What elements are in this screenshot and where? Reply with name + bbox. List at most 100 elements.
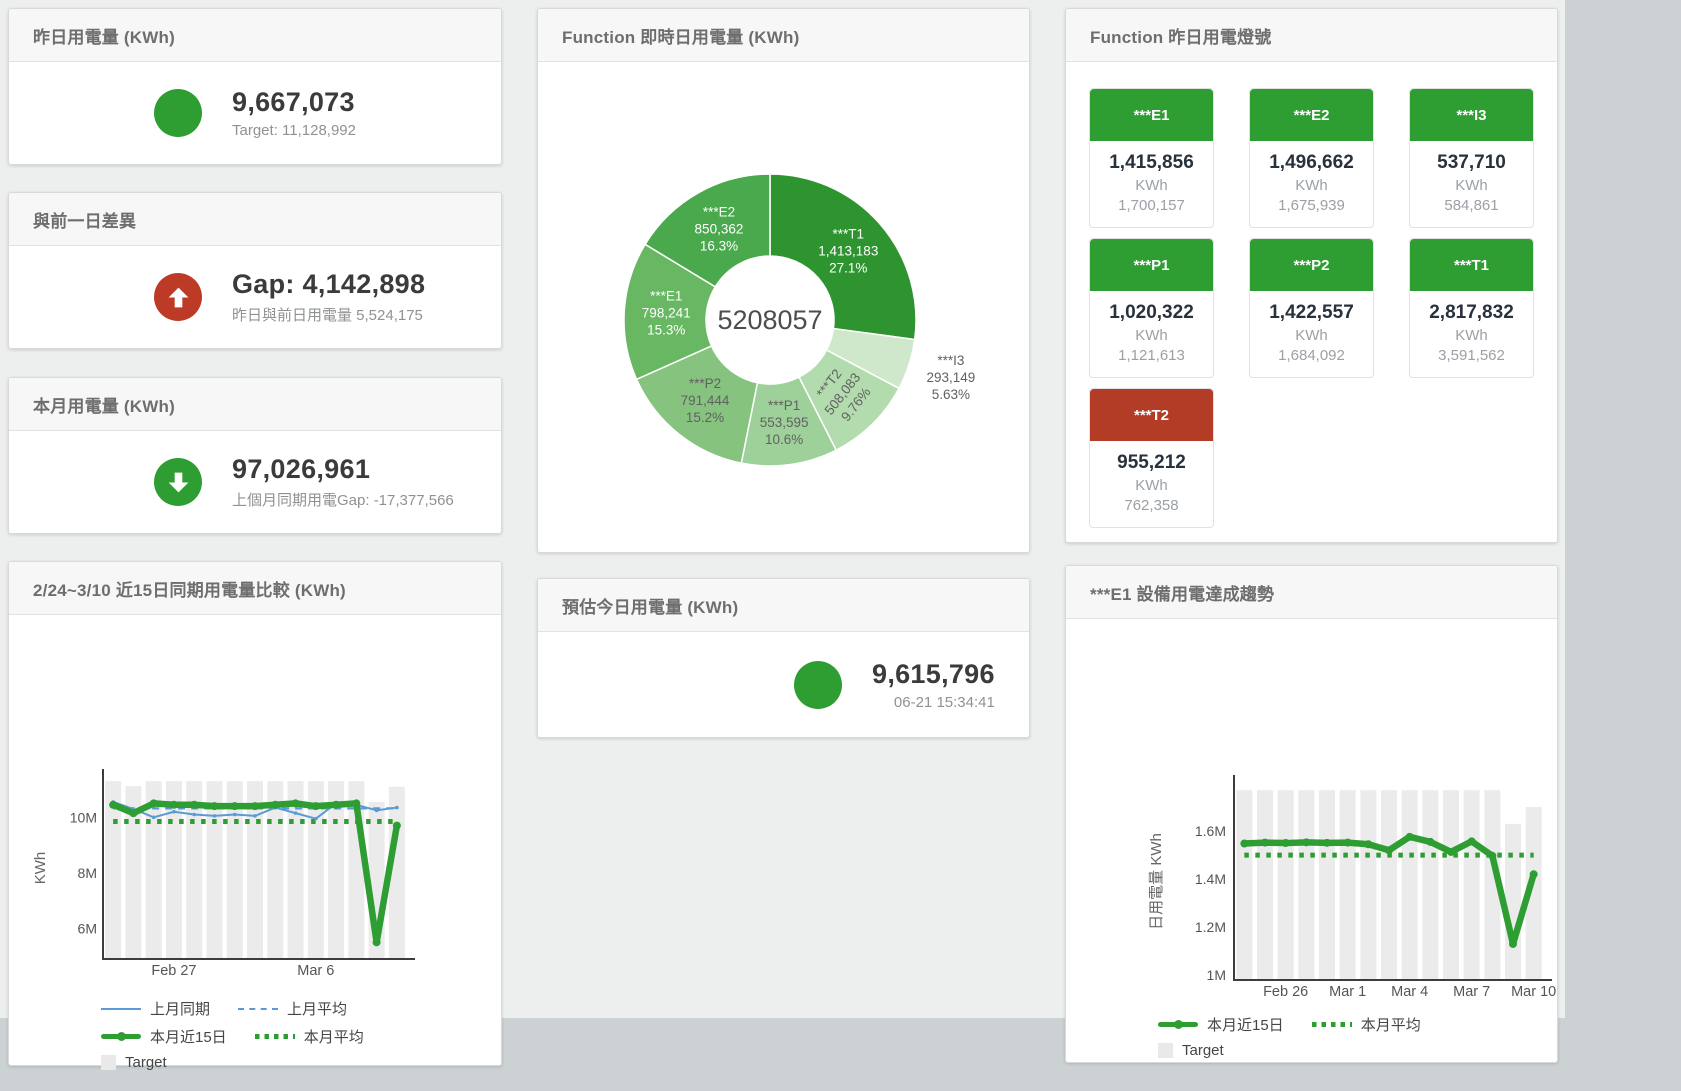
y-axis-title: 日用電量 KWh xyxy=(1148,833,1165,930)
light-tile-name: ***T2 xyxy=(1090,389,1213,441)
target-bar xyxy=(145,781,162,959)
light-tile-name: ***P2 xyxy=(1250,239,1373,291)
light-tile-unit: KWh xyxy=(1135,327,1168,344)
target-bar xyxy=(1463,790,1480,980)
series-point xyxy=(1447,847,1455,856)
legend-label: 本月平均 xyxy=(303,1029,364,1046)
light-tile-body: 1,422,557 KWh 1,684,092 xyxy=(1250,291,1373,377)
panel-estimate-today-title: 預估今日用電量 (KWh) xyxy=(538,579,1029,632)
target-bar xyxy=(105,781,122,959)
donut-slice-label: ***E1 798,241 15.3% xyxy=(642,288,691,337)
donut-slice-label: ***P2 791,444 15.2% xyxy=(681,376,730,425)
target-bar xyxy=(186,781,203,959)
light-tile-prev-value: 762,358 xyxy=(1124,497,1179,514)
legend-swatch-line-icon xyxy=(101,1007,141,1010)
series-point xyxy=(210,802,219,811)
series-point xyxy=(1323,838,1331,847)
legend-item-dashed[interactable]: 上月平均 xyxy=(238,998,347,1019)
light-tile-body: 537,710 KWh 584,861 xyxy=(1410,141,1533,227)
legend-item-line[interactable]: 上月同期 xyxy=(101,998,210,1019)
legend-label: Target xyxy=(125,1054,167,1071)
legend-swatch-dotted-icon xyxy=(254,1034,295,1039)
series-point xyxy=(314,816,318,821)
light-tile-unit: KWh xyxy=(1295,177,1328,194)
series-point xyxy=(293,811,298,815)
legend-swatch-thick-icon xyxy=(1158,1020,1198,1029)
panel-realtime-donut: Function 即時日用電量 (KWh) ***T1 1,413,183 27.1… xyxy=(537,8,1030,553)
legend-item-thick[interactable]: 本月近15日 xyxy=(101,1026,227,1047)
legend-item-square[interactable]: Target xyxy=(1158,1042,1224,1059)
series-point xyxy=(1488,851,1497,860)
light-tile-prev-value: 1,675,939 xyxy=(1278,197,1345,214)
target-bar xyxy=(226,781,243,959)
legend-label: Target xyxy=(1182,1042,1224,1059)
light-tile-E1: ***E1 1,415,856 KWh 1,700,157 xyxy=(1089,88,1214,228)
month-usage-value: 97,026,961 xyxy=(232,454,371,484)
series-point xyxy=(232,812,237,817)
donut-slice-label: ***T1 1,413,183 27.1% xyxy=(818,227,878,276)
light-tile-name: ***T1 xyxy=(1410,239,1533,291)
legend-item-dotted[interactable]: 本月平均 xyxy=(254,1026,364,1047)
light-tile-P2: ***P2 1,422,557 KWh 1,684,092 xyxy=(1249,238,1374,378)
legend-swatch-square-icon xyxy=(101,1055,116,1070)
x-tick-label: Mar 4 xyxy=(1391,984,1428,999)
legend-swatch-thick-icon xyxy=(101,1032,141,1041)
target-bar xyxy=(1525,807,1542,980)
donut-slice-E2[interactable] xyxy=(644,173,771,288)
panel-compare-chart-title: 2/24~3/10 近15日同期用電量比較 (KWh) xyxy=(9,562,501,615)
y-tick-label: 1M xyxy=(1207,967,1226,983)
light-tile-unit: KWh xyxy=(1295,327,1328,344)
light-tile-value: 1,496,662 xyxy=(1269,152,1354,173)
series-point xyxy=(1385,846,1393,855)
series-point xyxy=(392,821,401,830)
status-circle-red-icon xyxy=(154,273,202,321)
light-tile-unit: KWh xyxy=(1135,177,1168,194)
legend-swatch-square-icon xyxy=(1158,1043,1173,1058)
target-bar xyxy=(165,781,182,959)
series-point xyxy=(1467,837,1476,846)
day-gap-value: Gap: 4,142,898 xyxy=(232,269,426,299)
series-point xyxy=(251,802,259,811)
series-point xyxy=(212,814,217,818)
y-tick-label: 1.2M xyxy=(1195,919,1226,935)
light-tile-prev-value: 584,861 xyxy=(1444,197,1499,214)
donut-center-total: 5208057 xyxy=(717,305,822,335)
light-tile-body: 1,020,322 KWh 1,121,613 xyxy=(1090,291,1213,377)
light-tile-prev-value: 1,684,092 xyxy=(1278,347,1345,364)
series-point xyxy=(151,815,156,820)
trend-chart-svg: 1M 1.2M 1.4M 1.6M 日用電量 KWh Feb 26 Mar 1 Mar 4 Ma… xyxy=(1148,775,1556,1000)
series-point xyxy=(1509,939,1517,948)
target-bar xyxy=(1277,790,1294,980)
donut-slice-T1[interactable] xyxy=(769,173,917,341)
legend-item-square[interactable]: Target xyxy=(101,1054,167,1071)
series-point xyxy=(1281,839,1290,848)
legend-label: 上月平均 xyxy=(287,1001,348,1018)
series-point xyxy=(1426,837,1435,846)
estimate-today-value: 9,615,796 xyxy=(872,658,995,689)
panel-e1-trend: ***E1 設備用電達成趨勢 1M 1.2M 1.4M 1.6M 日用電量 KWh Feb… xyxy=(1065,565,1558,1063)
panel-realtime-donut-title: Function 即時日用電量 (KWh) xyxy=(538,9,1029,62)
realtime-donut-svg[interactable]: ***T1 1,413,183 27.1%***I3 293,149 5.63%***T… xyxy=(538,62,1029,550)
legend-label: 本月平均 xyxy=(1360,1017,1421,1034)
series-point xyxy=(372,938,381,947)
light-tile-value: 2,817,832 xyxy=(1429,302,1514,323)
target-bar xyxy=(1381,790,1397,980)
legend-label: 本月近15日 xyxy=(150,1029,227,1046)
month-usage-gap: 上個月同期用電Gap: -17,377,566 xyxy=(232,492,454,509)
series-point xyxy=(192,812,196,817)
compare-chart-svg: 6M 8M 10M KWh Feb 27 Mar 6 xyxy=(32,769,415,979)
series-point xyxy=(1302,838,1311,847)
target-bar xyxy=(1319,790,1335,980)
target-bar xyxy=(1422,790,1439,980)
target-bar xyxy=(1443,790,1459,980)
light-tile-name: ***I3 xyxy=(1410,89,1533,141)
series-point xyxy=(109,800,118,809)
series-point xyxy=(230,802,239,811)
legend-item-dotted[interactable]: 本月平均 xyxy=(1311,1014,1421,1035)
y-tick-label: 1.6M xyxy=(1195,823,1226,839)
target-bar xyxy=(1257,790,1273,980)
series-point xyxy=(1364,840,1373,849)
light-tile-body: 1,415,856 KWh 1,700,157 xyxy=(1090,141,1213,227)
day-gap-subtitle: 昨日與前日用電量 5,524,175 xyxy=(232,307,423,324)
legend-item-thick[interactable]: 本月近15日 xyxy=(1158,1014,1284,1035)
